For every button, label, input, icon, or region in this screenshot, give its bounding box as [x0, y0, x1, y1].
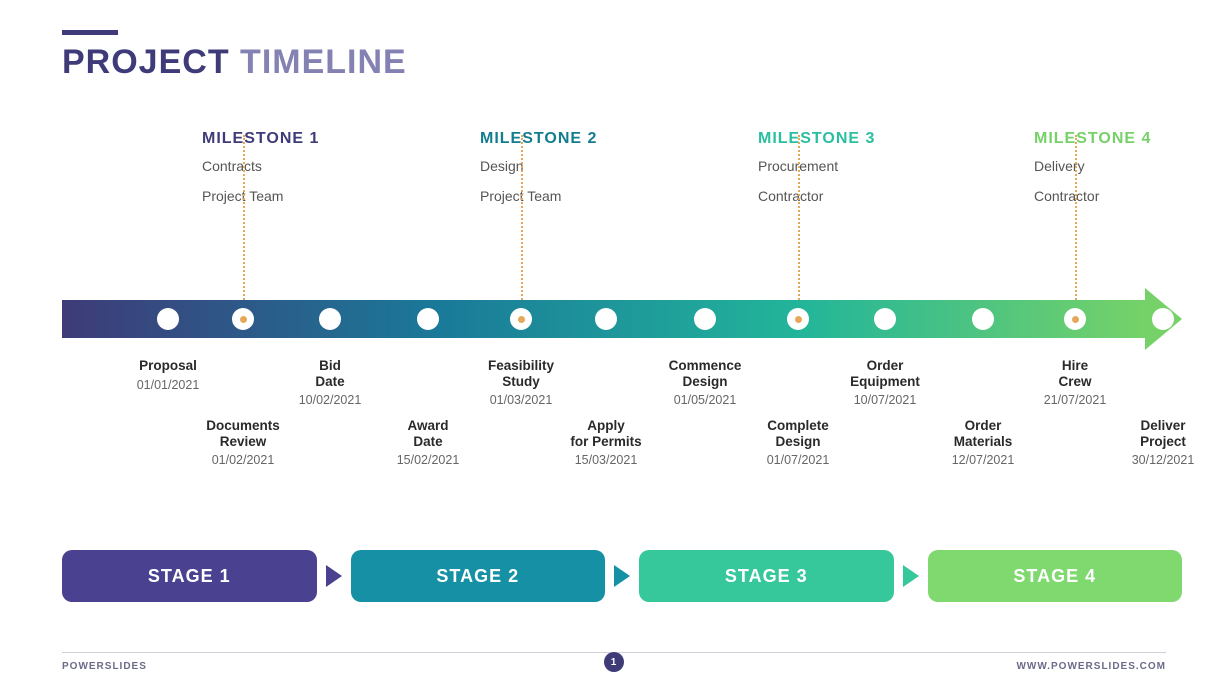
- event-date: 21/07/2021: [1015, 393, 1135, 407]
- milestones-row: MILESTONE 1ContractsProject TeamMILESTON…: [0, 130, 1228, 270]
- event-label: CommenceDesign: [645, 358, 765, 389]
- chevron-right-icon: [614, 565, 630, 587]
- event-12: DeliverProject 30/12/2021: [1103, 418, 1223, 467]
- event-label: OrderMaterials: [923, 418, 1043, 449]
- event-8: CompleteDesign 01/07/2021: [738, 418, 858, 467]
- event-date: 01/05/2021: [645, 393, 765, 407]
- milestone-title: MILESTONE 4: [1034, 130, 1228, 148]
- slide-footer: POWERSLIDES 1 WWW.POWERSLIDES.COM: [62, 652, 1166, 672]
- milestone-line2: Project Team: [480, 188, 680, 204]
- event-9: OrderEquipment 10/07/2021: [825, 358, 945, 407]
- timeline-dot-2: [232, 308, 254, 330]
- stages-row: STAGE 1 STAGE 2 STAGE 3 STAGE 4: [62, 550, 1182, 602]
- title-accent-bar: [62, 30, 118, 35]
- stage-4: STAGE 4: [928, 550, 1183, 602]
- milestone-line1: Design: [480, 158, 680, 174]
- milestone-1: MILESTONE 1 Contracts Project Team: [202, 130, 402, 218]
- stage-separator-1: [317, 565, 351, 587]
- event-date: 01/07/2021: [738, 453, 858, 467]
- event-7: CommenceDesign 01/05/2021: [645, 358, 765, 407]
- stage-1: STAGE 1: [62, 550, 317, 602]
- event-1: Proposal 01/01/2021: [108, 358, 228, 392]
- title-word1: PROJECT: [62, 43, 230, 81]
- event-4: AwardDate 15/02/2021: [368, 418, 488, 467]
- milestone-line2: Contractor: [1034, 188, 1228, 204]
- milestone-line1: Contracts: [202, 158, 402, 174]
- timeline-dot-3: [319, 308, 341, 330]
- event-6: Applyfor Permits 15/03/2021: [546, 418, 666, 467]
- milestone-dot-icon: [1072, 316, 1079, 323]
- milestone-dot-icon: [518, 316, 525, 323]
- event-label: BidDate: [270, 358, 390, 389]
- event-label: Proposal: [108, 358, 228, 374]
- event-11: HireCrew 21/07/2021: [1015, 358, 1135, 407]
- event-date: 12/07/2021: [923, 453, 1043, 467]
- event-5: FeasibilityStudy 01/03/2021: [461, 358, 581, 407]
- event-date: 01/02/2021: [183, 453, 303, 467]
- milestone-title: MILESTONE 1: [202, 130, 402, 148]
- timeline-dot-10: [972, 308, 994, 330]
- event-label: Applyfor Permits: [546, 418, 666, 449]
- milestone-2: MILESTONE 2 Design Project Team: [480, 130, 680, 218]
- chevron-right-icon: [903, 565, 919, 587]
- stage-3: STAGE 3: [639, 550, 894, 602]
- timeline-dot-12: [1152, 308, 1174, 330]
- milestone-connector-1: [243, 135, 245, 307]
- timeline-dot-1: [157, 308, 179, 330]
- timeline-dot-6: [595, 308, 617, 330]
- milestone-title: MILESTONE 2: [480, 130, 680, 148]
- milestone-line1: Delivery: [1034, 158, 1228, 174]
- event-label: DeliverProject: [1103, 418, 1223, 449]
- event-date: 10/02/2021: [270, 393, 390, 407]
- timeline-dot-9: [874, 308, 896, 330]
- milestone-title: MILESTONE 3: [758, 130, 958, 148]
- milestone-dot-icon: [240, 316, 247, 323]
- event-label: FeasibilityStudy: [461, 358, 581, 389]
- event-label: CompleteDesign: [738, 418, 858, 449]
- timeline-dot-8: [787, 308, 809, 330]
- chevron-right-icon: [326, 565, 342, 587]
- event-date: 15/02/2021: [368, 453, 488, 467]
- stage-separator-2: [605, 565, 639, 587]
- event-label: OrderEquipment: [825, 358, 945, 389]
- milestone-line2: Contractor: [758, 188, 958, 204]
- event-label: AwardDate: [368, 418, 488, 449]
- milestone-connector-3: [798, 135, 800, 307]
- event-date: 01/03/2021: [461, 393, 581, 407]
- event-10: OrderMaterials 12/07/2021: [923, 418, 1043, 467]
- page-number: 1: [604, 652, 624, 672]
- title-text: PROJECT TIMELINE: [62, 43, 407, 82]
- event-date: 30/12/2021: [1103, 453, 1223, 467]
- timeline-dot-11: [1064, 308, 1086, 330]
- timeline-arrow: [62, 300, 1182, 338]
- event-label: DocumentsReview: [183, 418, 303, 449]
- footer-right: WWW.POWERSLIDES.COM: [1016, 661, 1166, 672]
- milestone-3: MILESTONE 3 Procurement Contractor: [758, 130, 958, 218]
- milestone-4: MILESTONE 4 Delivery Contractor: [1034, 130, 1228, 218]
- milestone-connector-4: [1075, 135, 1077, 307]
- event-date: 01/01/2021: [108, 378, 228, 392]
- milestone-connector-2: [521, 135, 523, 307]
- event-date: 15/03/2021: [546, 453, 666, 467]
- stage-separator-3: [894, 565, 928, 587]
- timeline-dot-5: [510, 308, 532, 330]
- slide-title: PROJECT TIMELINE: [62, 30, 407, 82]
- milestone-line2: Project Team: [202, 188, 402, 204]
- stage-2: STAGE 2: [351, 550, 606, 602]
- milestone-line1: Procurement: [758, 158, 958, 174]
- milestone-dot-icon: [795, 316, 802, 323]
- event-3: BidDate 10/02/2021: [270, 358, 390, 407]
- timeline-dot-7: [694, 308, 716, 330]
- title-word2: TIMELINE: [240, 43, 407, 81]
- timeline-dot-4: [417, 308, 439, 330]
- event-label: HireCrew: [1015, 358, 1135, 389]
- footer-left: POWERSLIDES: [62, 661, 147, 672]
- event-date: 10/07/2021: [825, 393, 945, 407]
- event-2: DocumentsReview 01/02/2021: [183, 418, 303, 467]
